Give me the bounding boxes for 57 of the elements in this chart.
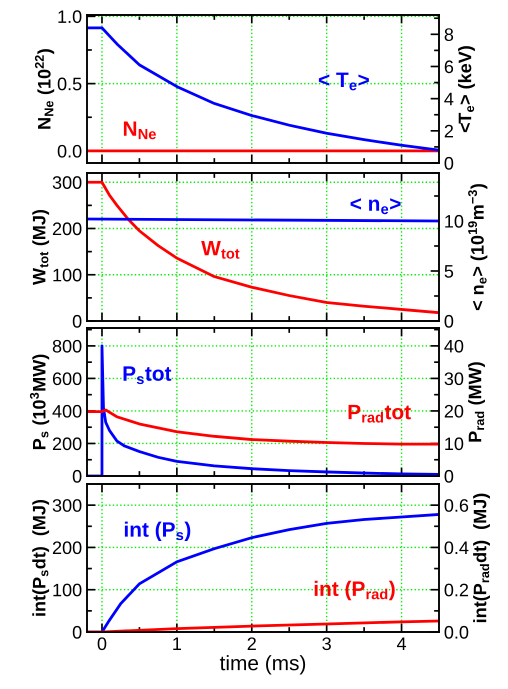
y2-tick-label: 0.4 bbox=[444, 541, 468, 554]
y2-tick-label: 10 bbox=[445, 437, 464, 450]
series-label: int (P$_{s}$) bbox=[124, 522, 190, 541]
y-tick-label: 0 bbox=[72, 314, 82, 328]
y2-tick-label: 4 bbox=[444, 92, 454, 106]
series-label: N$_{Ne}$ bbox=[124, 121, 156, 140]
series-label: P$_{s}$tot bbox=[124, 366, 172, 384]
y2-axis-title: < n$_{e}$> (10$^{19}$m$^{−3}$) bbox=[468, 184, 488, 310]
y-tick-label: 0 bbox=[72, 626, 82, 639]
series-label: P$_{rad}$tot bbox=[348, 404, 411, 423]
y-tick-label: 100 bbox=[53, 268, 82, 282]
line-series bbox=[87, 180, 439, 314]
y-tick-label: 0.0 bbox=[58, 144, 82, 158]
x-tick-label: 1 bbox=[173, 638, 182, 650]
y2-tick-label: 8 bbox=[444, 28, 454, 42]
line-series bbox=[87, 26, 439, 152]
y-axis-title: N$_{Ne}$ (10$^{22}$) bbox=[34, 49, 54, 129]
series-label: int (P$_{rad}$) bbox=[314, 580, 395, 600]
y2-axis-title: int(P$_{rad}$dt) (MJ) bbox=[473, 494, 490, 622]
x-tick-label: 4 bbox=[396, 638, 406, 650]
y-tick-label: 600 bbox=[52, 372, 82, 386]
x-tick-label: 3 bbox=[322, 637, 331, 650]
y-axis-title: W$_{tot}$ (MJ) bbox=[32, 210, 50, 285]
y-axis-title: int(P$_{s}$dt) (MJ) bbox=[32, 500, 50, 616]
y-tick-label: 0 bbox=[72, 470, 82, 483]
series-label: < T$_{e}$> bbox=[318, 72, 369, 90]
y2-tick-label: 5 bbox=[444, 265, 454, 278]
y2-tick-label: 0 bbox=[444, 470, 454, 483]
y-tick-label: 1.0 bbox=[58, 10, 82, 24]
y2-tick-label: 6 bbox=[444, 60, 454, 74]
y2-tick-label: 0.0 bbox=[444, 626, 468, 639]
series-label: < n$_{e}$> bbox=[350, 198, 401, 214]
y2-tick-label: 30 bbox=[444, 372, 464, 386]
y-tick-label: 300 bbox=[52, 176, 82, 189]
y2-tick-label: 0 bbox=[444, 314, 454, 328]
y-tick-label: 300 bbox=[52, 499, 82, 512]
y-tick-label: 200 bbox=[52, 222, 82, 236]
y-tick-label: 100 bbox=[53, 584, 82, 596]
x-tick-label: 0 bbox=[98, 637, 106, 650]
y2-axis-title: <T$_{e}$> (keV) bbox=[458, 46, 475, 132]
y2-tick-label: 0.6 bbox=[444, 499, 468, 512]
x-axis-title: time (ms) bbox=[220, 655, 306, 674]
y-tick-label: 0.5 bbox=[58, 78, 82, 90]
y-tick-label: 200 bbox=[52, 437, 82, 450]
y-axis-title: P$_{s}$ (10$^{3}$MW) bbox=[30, 354, 50, 450]
y2-tick-label: 10 bbox=[445, 214, 464, 228]
y2-tick-label: 0.2 bbox=[444, 584, 468, 596]
y-tick-label: 200 bbox=[52, 541, 82, 554]
y2-axis-title: P$_{rad}$ (MW) bbox=[468, 362, 485, 442]
y-tick-label: 400 bbox=[52, 404, 82, 418]
series-label: W$_{tot}$ bbox=[201, 240, 240, 259]
y2-tick-label: 0 bbox=[444, 156, 454, 170]
y2-tick-label: 20 bbox=[444, 404, 464, 418]
x-tick-label: 2 bbox=[248, 637, 256, 650]
y2-tick-label: 40 bbox=[444, 340, 464, 353]
y-tick-label: 800 bbox=[52, 340, 82, 353]
y2-tick-label: 2 bbox=[444, 124, 453, 138]
